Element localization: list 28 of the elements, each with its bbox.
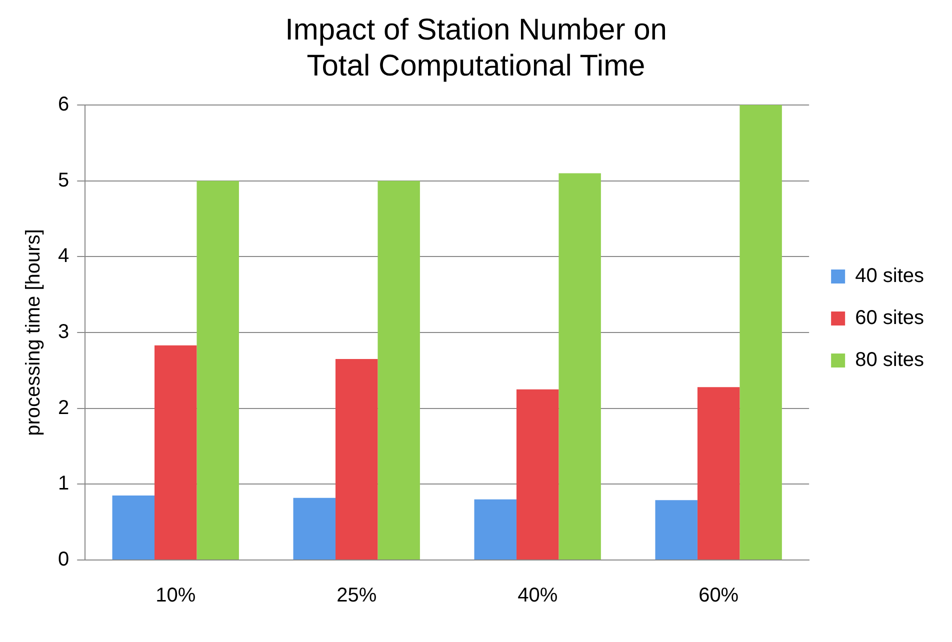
y-axis-title: processing time [hours] (22, 229, 45, 436)
x-tick-label: 10% (156, 584, 196, 607)
bar (740, 105, 782, 560)
legend-label: 60 sites (855, 307, 924, 330)
bar (558, 173, 601, 560)
y-tick-label: 4 (58, 245, 70, 268)
x-tick-label: 60% (698, 584, 739, 607)
y-tick-label: 0 (58, 548, 70, 571)
x-tick-label: 40% (518, 584, 558, 607)
bar (655, 500, 698, 560)
bar (516, 389, 559, 560)
y-tick-label: 1 (58, 472, 70, 495)
y-tick-label: 6 (58, 94, 70, 116)
x-tick-label: 25% (336, 584, 377, 607)
y-tick-label: 5 (58, 169, 70, 192)
bar (293, 498, 336, 560)
bar (196, 180, 239, 560)
bar (335, 359, 378, 560)
legend-label: 80 sites (855, 349, 924, 372)
bar (112, 496, 154, 560)
bar (697, 387, 740, 560)
y-tick-label: 3 (58, 321, 70, 344)
legend-label: 40 sites (855, 265, 924, 288)
bar (154, 345, 197, 560)
bar (378, 180, 420, 560)
bar (474, 499, 516, 560)
y-tick-label: 2 (58, 396, 70, 419)
chart-title: Impact of Station Number on Total Computational Time (285, 13, 667, 82)
